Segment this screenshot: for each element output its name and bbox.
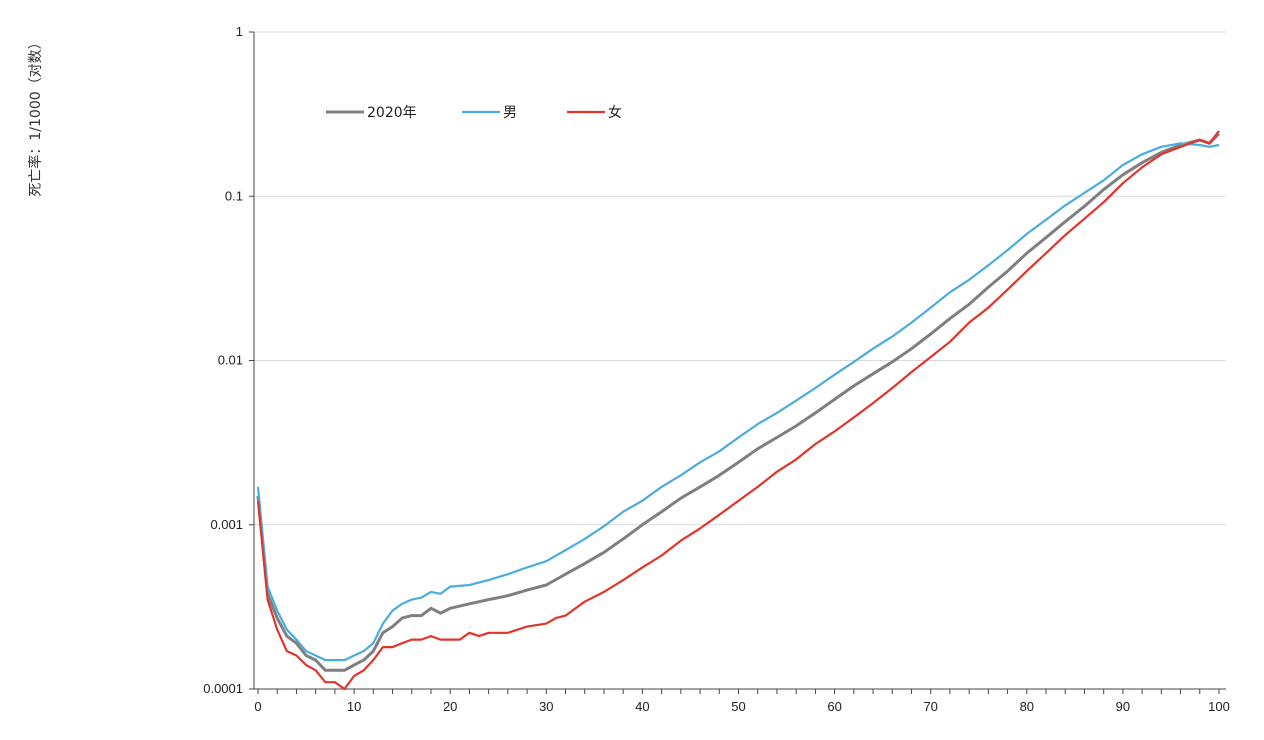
legend-label: 女 [608, 104, 622, 121]
y-tick-label: 1 [236, 24, 243, 39]
x-tick-label: 60 [827, 699, 841, 714]
y-axis-label: 死亡率：1/1000（对数） [27, 35, 44, 196]
y-tick-label: 0.01 [218, 353, 243, 368]
x-tick-label: 30 [539, 699, 553, 714]
series-line-total [256, 132, 1221, 672]
y-tick-label: 0.001 [210, 517, 243, 532]
x-tick-label: 0 [254, 699, 261, 714]
x-tick-label: 80 [1020, 699, 1034, 714]
legend-label: 2020年 [367, 105, 417, 121]
x-tick-label: 100 [1208, 699, 1230, 714]
x-tick-label: 10 [347, 699, 361, 714]
legend: 2020年 男 女 [326, 104, 622, 121]
gridlines [254, 31, 1226, 526]
legend-label: 男 [503, 105, 517, 121]
x-ticks: 0 10 20 30 40 50 60 70 80 90 100 [254, 689, 1230, 714]
series-line-female [256, 130, 1220, 691]
series-lines [256, 130, 1221, 691]
y-tick-label: 0.1 [225, 188, 243, 203]
x-tick-label: 50 [731, 699, 745, 714]
y-ticks: 0.0001 0.001 0.01 0.1 1 [203, 24, 254, 696]
x-tick-label: 20 [443, 699, 457, 714]
x-tick-label: 40 [635, 699, 649, 714]
series-line-male [256, 142, 1220, 662]
y-tick-label: 0.0001 [203, 681, 243, 696]
x-tick-label: 90 [1116, 699, 1130, 714]
x-tick-label: 70 [923, 699, 937, 714]
